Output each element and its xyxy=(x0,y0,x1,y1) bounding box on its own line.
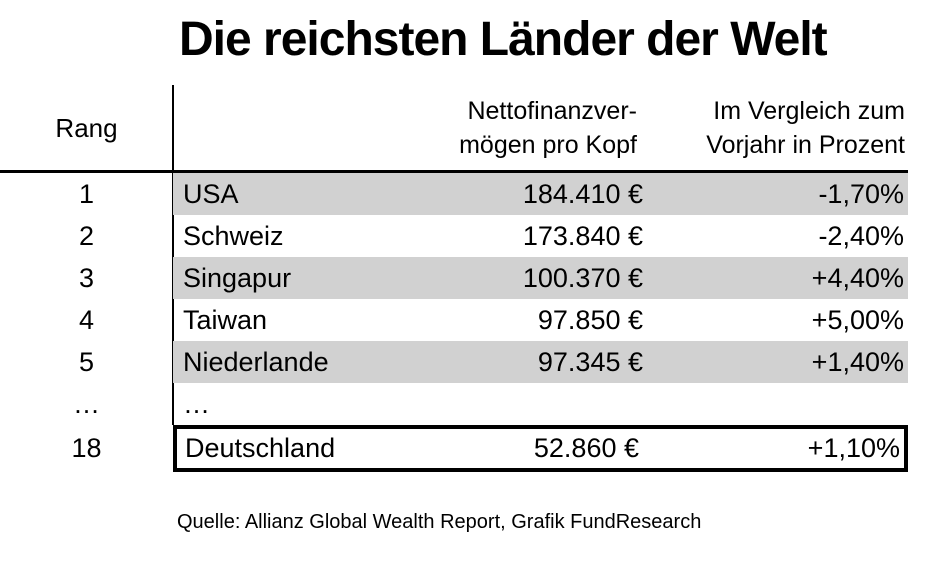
change-cell xyxy=(647,383,908,425)
rank-cell: 18 xyxy=(71,433,102,463)
change-cell: +5,00% xyxy=(811,304,904,335)
row-body: … xyxy=(173,383,908,425)
change-cell: +1,40% xyxy=(811,346,904,377)
table-row: 5 Niederlande 97.345 € +1,40% xyxy=(0,341,908,383)
change-cell: -2,40% xyxy=(818,220,904,251)
ranking-table: Rang Nettofinanzver- mögen pro Kopf Im V… xyxy=(0,85,908,472)
rank-cell: 4 xyxy=(78,304,95,335)
value-cell: 100.370 € xyxy=(522,262,643,293)
rank-cell: 2 xyxy=(78,220,95,251)
value-cell: 97.345 € xyxy=(537,346,643,377)
source-note: Quelle: Allianz Global Wealth Report, Gr… xyxy=(177,511,702,533)
change-header-line1: Im Vergleich zum xyxy=(713,96,905,125)
table-row-ellipsis: … … xyxy=(0,383,908,425)
table-row: 3 Singapur 100.370 € +4,40% xyxy=(0,257,908,299)
table-row: 4 Taiwan 97.850 € +5,00% xyxy=(0,299,908,341)
row-body: Singapur 100.370 € +4,40% xyxy=(173,257,908,299)
rank-cell: 3 xyxy=(78,262,95,293)
wealth-column-header: Nettofinanzver- mögen pro Kopf xyxy=(405,94,647,162)
country-cell: Niederlande xyxy=(183,346,329,377)
row-body: USA 184.410 € -1,70% xyxy=(173,173,908,215)
change-column-header: Im Vergleich zum Vorjahr in Prozent xyxy=(647,94,908,162)
country-cell: Schweiz xyxy=(183,220,284,251)
change-cell: +1,10% xyxy=(807,433,900,463)
rank-column-header: Rang xyxy=(55,112,118,143)
row-body: Niederlande 97.345 € +1,40% xyxy=(173,341,908,383)
table-row: 2 Schweiz 173.840 € -2,40% xyxy=(0,215,908,257)
table-header-row: Rang Nettofinanzver- mögen pro Kopf Im V… xyxy=(0,85,908,170)
value-cell: 52.860 € xyxy=(533,433,639,463)
row-body: Taiwan 97.850 € +5,00% xyxy=(173,299,908,341)
highlight-box: Deutschland 52.860 € +1,10% xyxy=(173,425,908,472)
value-cell: 184.410 € xyxy=(522,178,643,209)
wealth-header-line2: mögen pro Kopf xyxy=(459,130,637,159)
page-title: Die reichsten Länder der Welt xyxy=(179,13,828,66)
value-cell: 97.850 € xyxy=(537,304,643,335)
rank-cell: … xyxy=(73,388,100,419)
country-cell: Taiwan xyxy=(183,304,268,335)
table-body: 1 USA 184.410 € -1,70% 2 Schweiz 173.840… xyxy=(0,170,908,472)
value-cell xyxy=(405,383,647,425)
country-cell: Singapur xyxy=(183,262,292,293)
country-cell: … xyxy=(183,388,210,419)
change-cell: +4,40% xyxy=(811,262,904,293)
wealth-header-line1: Nettofinanzver- xyxy=(467,96,637,125)
rank-cell: 5 xyxy=(78,346,95,377)
table-row: 1 USA 184.410 € -1,70% xyxy=(0,173,908,215)
row-body: Schweiz 173.840 € -2,40% xyxy=(173,215,908,257)
country-cell: Deutschland xyxy=(185,433,336,463)
value-cell: 173.840 € xyxy=(522,220,643,251)
table-row-highlighted: 18 Deutschland 52.860 € +1,10% xyxy=(0,425,908,472)
rank-cell: 1 xyxy=(78,178,95,209)
rank-column-divider-line xyxy=(172,85,174,425)
country-cell: USA xyxy=(183,178,239,209)
change-header-line2: Vorjahr in Prozent xyxy=(706,130,905,159)
change-cell: -1,70% xyxy=(818,178,904,209)
